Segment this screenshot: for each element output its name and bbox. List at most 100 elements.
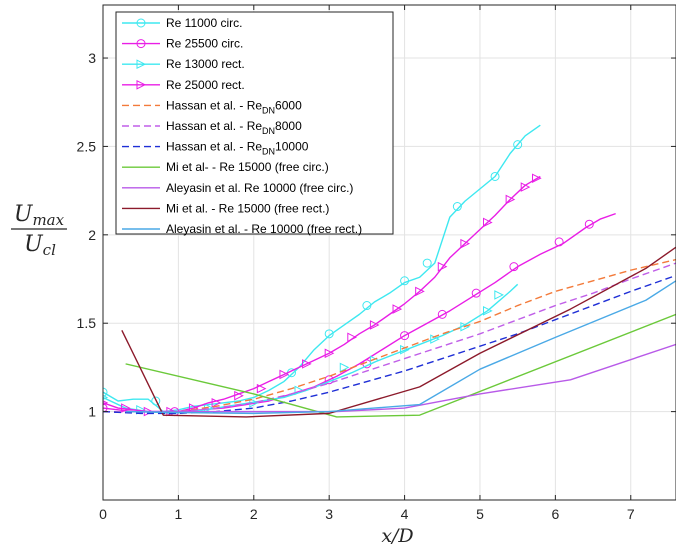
legend-label-main: Hassan et al. - Re	[166, 119, 262, 133]
data-point-triangle	[294, 385, 305, 396]
series-line	[125, 313, 676, 418]
legend-box	[115, 11, 394, 235]
data-point-circle	[490, 171, 500, 181]
legend-label-value: 8000	[275, 119, 302, 133]
data-point-circle	[584, 219, 594, 229]
legend-label-value: 6000	[275, 98, 302, 112]
legend: Re 11000 circ. Re 25500 circ. Re 13000 rec…	[115, 11, 394, 236]
y-label-num-sub: max	[32, 211, 64, 229]
legend-label: Re 25500 circ.	[166, 37, 243, 51]
series-5	[103, 258, 676, 414]
legend-entry-9: Aleyasin et al. Re 10000 (free circ.)	[122, 181, 353, 195]
data-point-triangle	[302, 359, 312, 369]
data-point-triangle	[136, 59, 147, 70]
x-tick-label: 2	[250, 506, 258, 522]
data-point-triangle	[369, 320, 380, 330]
legend-entry-1: Re 11000 circ.	[122, 16, 242, 30]
series-8	[125, 313, 676, 418]
series-9	[125, 343, 676, 413]
series-layer	[103, 124, 676, 418]
legend-label-main: Hassan et al. - Re	[166, 140, 262, 154]
data-point-circle	[554, 237, 564, 247]
data-point-circle	[136, 39, 146, 49]
y-label-den-sub: cl	[43, 241, 56, 259]
data-point-triangle	[520, 182, 531, 192]
legend-label: Re 13000 rect.	[166, 57, 245, 71]
y-tick-label: 2.5	[77, 138, 97, 154]
legend-entry-10: Mi et al. - Re 15000 (free rect.)	[122, 201, 329, 215]
data-point-triangle	[505, 194, 516, 205]
series-line	[103, 258, 676, 414]
series-line	[121, 246, 676, 418]
legend-label-sub: DN	[262, 147, 275, 157]
data-point-triangle	[256, 383, 267, 394]
data-point-circle	[362, 301, 372, 311]
y-label-den-main: U	[24, 232, 44, 257]
plot-frame	[102, 4, 676, 501]
data-point-triangle	[324, 348, 335, 359]
data-point-triangle	[339, 362, 350, 373]
legend-label-main: Hassan et al. - Re	[166, 98, 262, 112]
y-axis-label-numerator: Umax	[14, 202, 65, 229]
data-point-triangle	[460, 238, 471, 249]
data-point-circle	[513, 140, 523, 150]
data-point-triangle	[347, 332, 357, 343]
y-tick-label: 1.5	[77, 315, 97, 331]
series-11	[125, 280, 676, 415]
data-point-circle	[422, 258, 432, 268]
data-point-triangle	[369, 355, 380, 366]
y-tick-label: 3	[88, 50, 96, 66]
series-10	[121, 246, 676, 418]
legend-entry-4: Re 25000 rect.	[122, 78, 245, 92]
y-axis-label-denominator: Ucl	[24, 232, 56, 259]
data-point-triangle	[494, 290, 504, 300]
series-1	[103, 124, 541, 413]
data-point-circle	[400, 276, 410, 286]
data-point-circle	[151, 396, 161, 406]
legend-entry-11: Aleyasin et al. - Re 10000 (free rect.)	[122, 222, 362, 236]
y-label-num-main: U	[14, 202, 34, 227]
data-point-circle	[400, 331, 410, 341]
series-6	[103, 262, 676, 414]
series-line	[103, 262, 676, 414]
series-line	[125, 343, 676, 413]
legend-label-value: 10000	[275, 140, 309, 154]
legend-label-sub: DN	[262, 126, 275, 136]
data-point-circle	[103, 387, 108, 397]
legend-label: Hassan et al. - ReDN6000	[166, 98, 302, 115]
data-point-circle	[452, 202, 462, 212]
data-point-triangle	[392, 304, 403, 314]
data-point-circle	[103, 403, 108, 413]
legend-entry-5: Hassan et al. - ReDN6000	[122, 98, 302, 115]
x-tick-label: 6	[551, 506, 559, 522]
data-point-circle	[437, 309, 447, 319]
data-point-triangle	[279, 369, 290, 380]
legend-entry-6: Hassan et al. - ReDN8000	[122, 119, 302, 136]
x-tick-label: 5	[476, 506, 484, 522]
x-tick-label: 1	[174, 506, 182, 522]
data-point-circle	[136, 18, 146, 28]
data-point-triangle	[483, 217, 493, 228]
data-point-triangle	[415, 286, 425, 297]
legend-label: Mi et al. - Re 15000 (free rect.)	[166, 201, 329, 215]
data-point-triangle	[211, 397, 222, 408]
series-line	[125, 280, 676, 415]
axes-layer: 0 1 2 3 4 5 6 7 1 1.5 2 2.5 3	[77, 4, 676, 522]
x-axis-label: x/D	[381, 525, 413, 547]
data-point-triangle	[121, 403, 131, 413]
x-tick-label: 4	[401, 506, 409, 522]
data-point-triangle	[234, 390, 244, 401]
legend-label: Mi et al- - Re 15000 (free circ.)	[166, 160, 329, 174]
x-tick-label: 3	[325, 506, 333, 522]
data-point-circle	[471, 288, 481, 298]
legend-entry-3: Re 13000 rect.	[122, 57, 245, 71]
series-line	[103, 124, 541, 413]
data-point-triangle	[532, 173, 542, 184]
data-point-circle	[324, 329, 334, 339]
data-point-triangle	[460, 321, 471, 332]
data-point-triangle	[483, 306, 493, 316]
legend-entry-7: Hassan et al. - ReDN10000	[122, 140, 309, 157]
